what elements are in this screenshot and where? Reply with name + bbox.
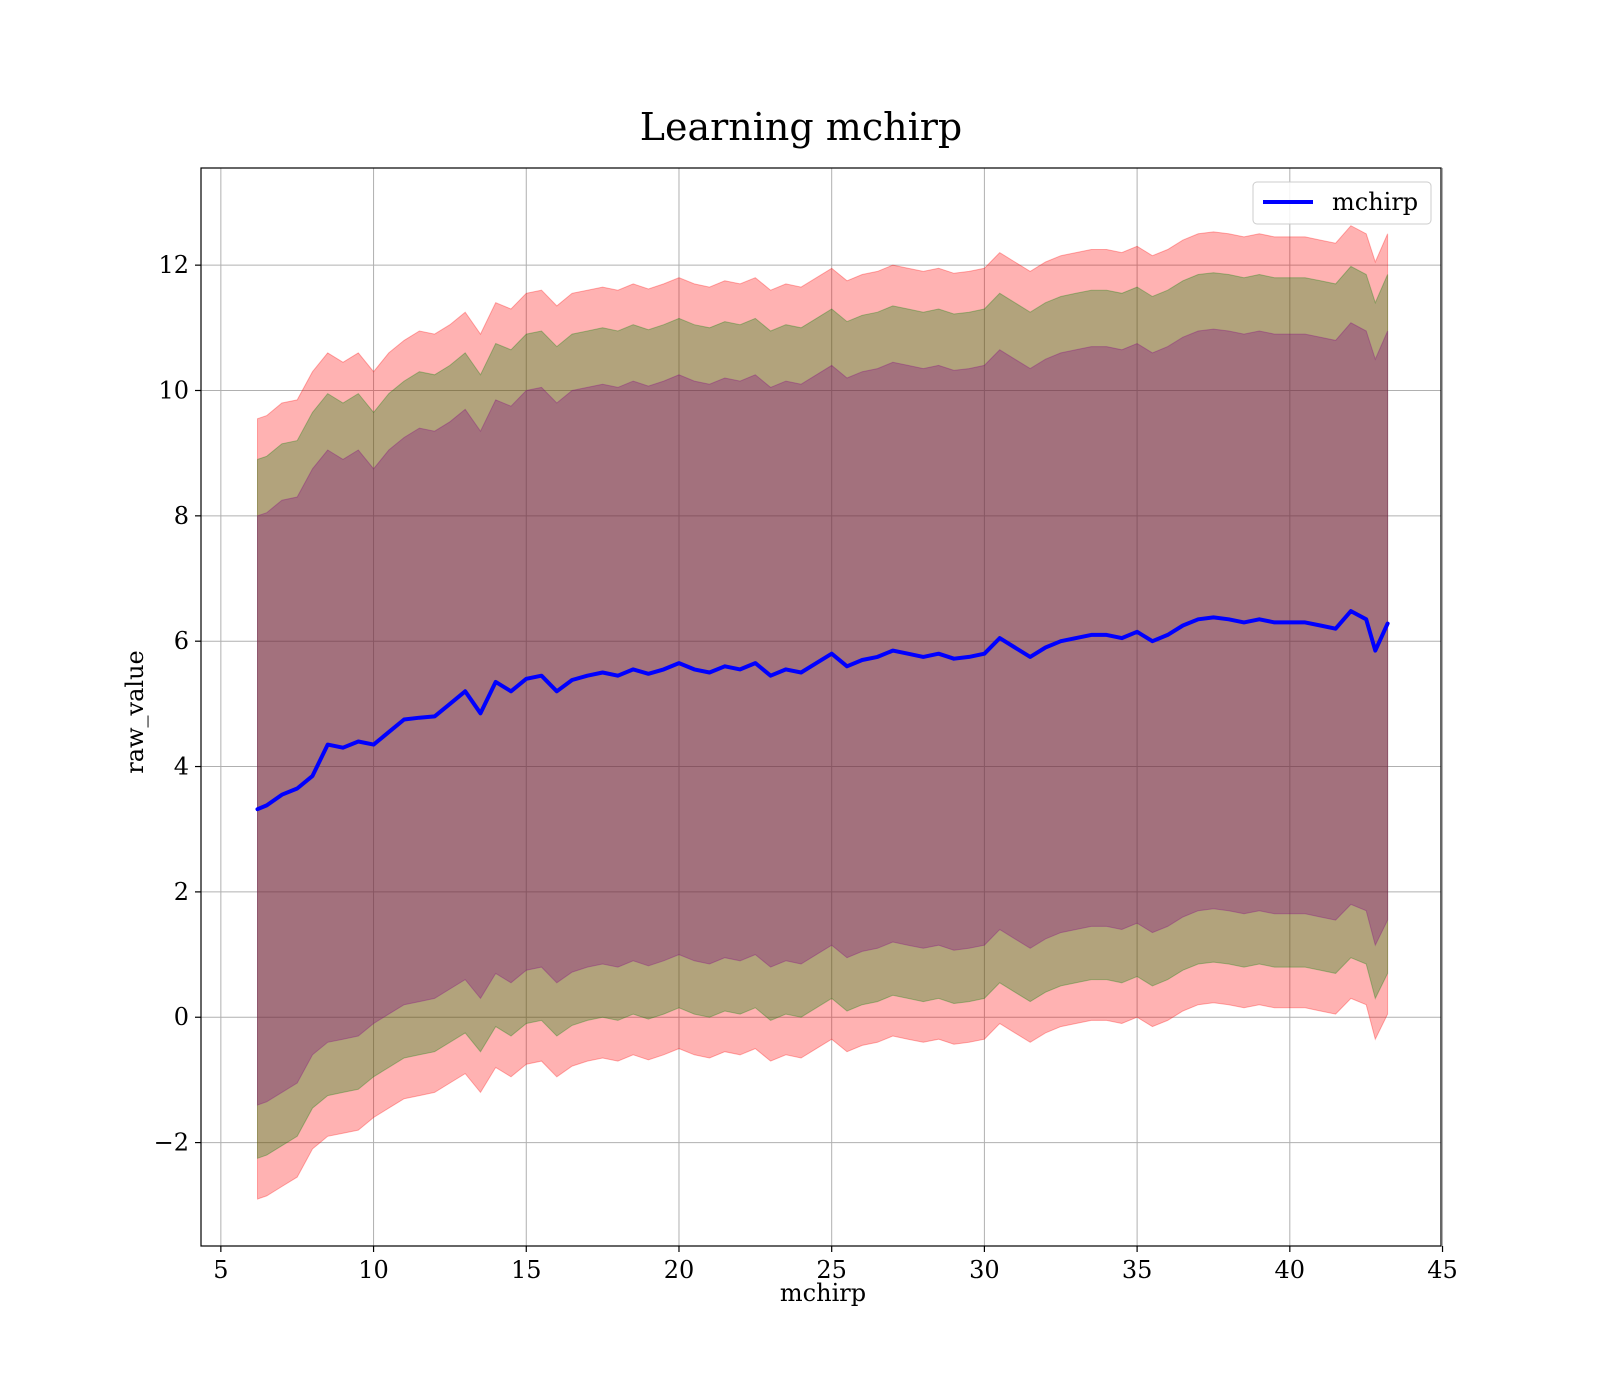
band-0 — [257, 225, 1389, 1200]
y-tick-label-6: 6 — [174, 627, 189, 655]
y-tick-label-12: 12 — [158, 251, 189, 279]
band-1 — [257, 265, 1389, 1160]
y-tick-label-2: 2 — [174, 878, 189, 906]
grid-lines — [201, 168, 1444, 1246]
plot-frame — [200, 167, 1442, 1247]
x-tick-label-20: 20 — [664, 1256, 695, 1284]
y-tick-label-0: 0 — [174, 1003, 189, 1031]
x-tick-label-10: 10 — [358, 1256, 389, 1284]
legend-label-mchirp: mchirp — [1332, 188, 1418, 216]
x-axis-label: mchirp — [780, 1279, 866, 1307]
y-axis-label: raw_value — [121, 650, 149, 774]
x-tick-label-30: 30 — [969, 1256, 1000, 1284]
band-2 — [257, 322, 1389, 1106]
y-tick-label-10: 10 — [158, 376, 189, 404]
y-tick-label-4: 4 — [174, 753, 189, 781]
y-tick-label-8: 8 — [174, 502, 189, 530]
x-tick-label-40: 40 — [1275, 1256, 1306, 1284]
x-tick-label-5: 5 — [213, 1256, 228, 1284]
x-tick-label-35: 35 — [1122, 1256, 1153, 1284]
legend-box — [1252, 181, 1432, 225]
chart-title: Learning mchirp — [640, 105, 962, 149]
x-tick-label-15: 15 — [511, 1256, 542, 1284]
series-line-mchirp — [255, 609, 1390, 812]
series-lines — [255, 609, 1390, 812]
x-tick-label-25: 25 — [816, 1256, 847, 1284]
y-tick-label--2: −2 — [154, 1129, 189, 1157]
confidence-bands — [257, 225, 1389, 1200]
legend: mchirp — [1252, 181, 1432, 225]
y-axis-ticks: −2 0 2 4 6 8 10 12 — [154, 251, 201, 1157]
x-axis-ticks: 5 10 15 20 25 30 35 40 45 — [213, 1246, 1458, 1284]
x-tick-label-45: 45 — [1427, 1256, 1458, 1284]
